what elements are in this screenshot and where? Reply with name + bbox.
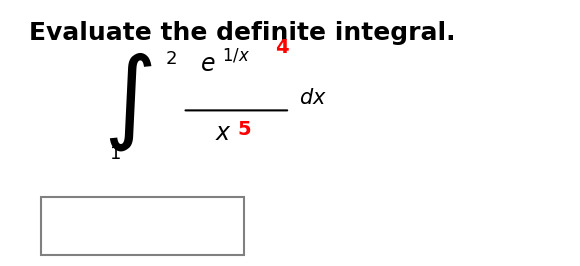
- Text: $\int$: $\int$: [103, 50, 153, 152]
- Text: $e$ $^{1/x}$: $e$ $^{1/x}$: [200, 50, 251, 77]
- Text: $x$: $x$: [215, 121, 231, 145]
- Text: $dx$: $dx$: [299, 88, 327, 109]
- Text: 2: 2: [165, 49, 177, 68]
- Text: 4: 4: [276, 38, 289, 57]
- Text: Evaluate the definite integral.: Evaluate the definite integral.: [29, 21, 455, 45]
- Text: 5: 5: [238, 119, 251, 139]
- Text: 1: 1: [110, 145, 122, 163]
- Bar: [41, 197, 244, 255]
